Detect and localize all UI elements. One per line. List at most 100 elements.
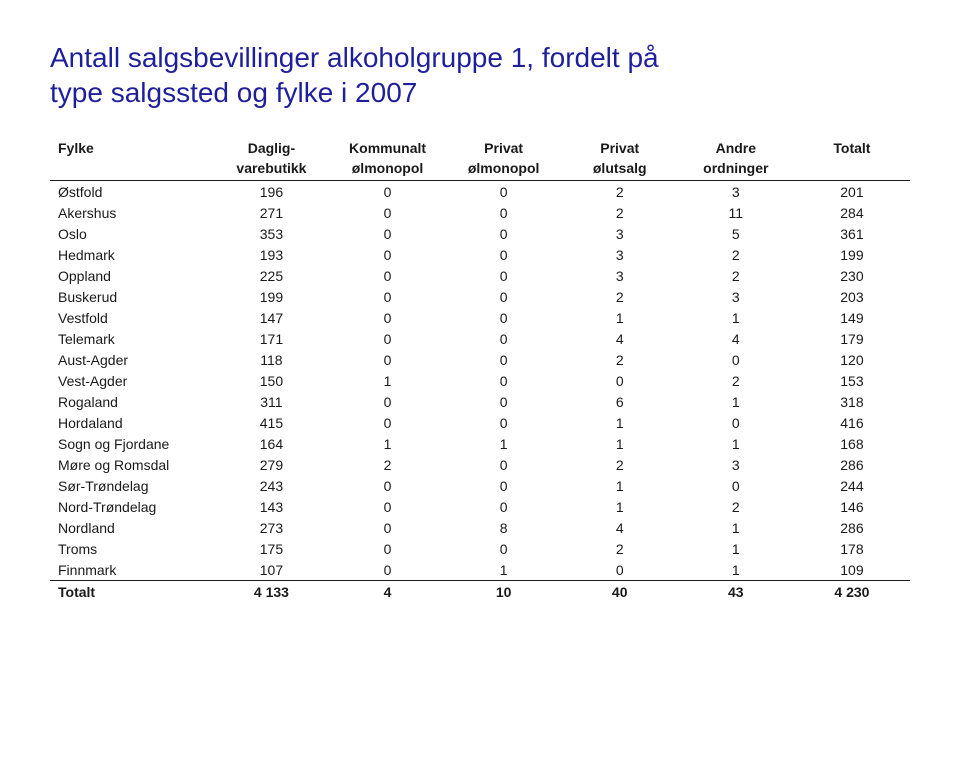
cell-value: 0 [446, 454, 562, 475]
cell-value: 0 [446, 391, 562, 412]
cell-value: 225 [213, 265, 329, 286]
cell-value: 279 [213, 454, 329, 475]
row-label: Sogn og Fjordane [50, 433, 213, 454]
column-header: Kommunalt [329, 138, 445, 158]
row-label: Oppland [50, 265, 213, 286]
column-subheader: ølutsalg [562, 158, 678, 181]
column-subheader: ølmonopol [446, 158, 562, 181]
cell-value: 109 [794, 559, 910, 581]
footer-value: 4 133 [213, 581, 329, 603]
cell-value: 0 [446, 349, 562, 370]
cell-value: 0 [329, 286, 445, 307]
table-row: Oppland2250032230 [50, 265, 910, 286]
cell-value: 6 [562, 391, 678, 412]
cell-value: 286 [794, 454, 910, 475]
footer-value: 10 [446, 581, 562, 603]
table-header-row-1: FylkeDaglig-KommunaltPrivatPrivatAndreTo… [50, 138, 910, 158]
row-label: Akershus [50, 202, 213, 223]
row-label: Telemark [50, 328, 213, 349]
cell-value: 1 [678, 559, 794, 581]
column-header: Fylke [50, 138, 213, 158]
row-label: Buskerud [50, 286, 213, 307]
cell-value: 107 [213, 559, 329, 581]
cell-value: 243 [213, 475, 329, 496]
cell-value: 0 [678, 475, 794, 496]
cell-value: 3 [562, 265, 678, 286]
row-label: Vestfold [50, 307, 213, 328]
cell-value: 0 [678, 412, 794, 433]
table-header: FylkeDaglig-KommunaltPrivatPrivatAndreTo… [50, 138, 910, 181]
cell-value: 1 [329, 370, 445, 391]
cell-value: 1 [446, 433, 562, 454]
table-row: Nord-Trøndelag1430012146 [50, 496, 910, 517]
table-row: Sogn og Fjordane1641111168 [50, 433, 910, 454]
table-row: Akershus27100211284 [50, 202, 910, 223]
row-label: Troms [50, 538, 213, 559]
cell-value: 0 [446, 244, 562, 265]
cell-value: 168 [794, 433, 910, 454]
cell-value: 271 [213, 202, 329, 223]
cell-value: 1 [446, 559, 562, 581]
footer-value: 4 [329, 581, 445, 603]
cell-value: 0 [329, 328, 445, 349]
cell-value: 2 [678, 370, 794, 391]
cell-value: 230 [794, 265, 910, 286]
cell-value: 0 [329, 475, 445, 496]
table-footer-row: Totalt4 13341040434 230 [50, 581, 910, 603]
cell-value: 1 [678, 307, 794, 328]
cell-value: 284 [794, 202, 910, 223]
cell-value: 0 [446, 265, 562, 286]
cell-value: 0 [446, 496, 562, 517]
column-subheader: varebutikk [213, 158, 329, 181]
cell-value: 0 [329, 307, 445, 328]
table-row: Oslo3530035361 [50, 223, 910, 244]
table-row: Finnmark1070101109 [50, 559, 910, 581]
cell-value: 0 [446, 412, 562, 433]
cell-value: 1 [562, 496, 678, 517]
cell-value: 2 [562, 538, 678, 559]
cell-value: 244 [794, 475, 910, 496]
cell-value: 146 [794, 496, 910, 517]
cell-value: 2 [678, 265, 794, 286]
cell-value: 4 [678, 328, 794, 349]
cell-value: 0 [329, 349, 445, 370]
table-header-row-2: varebutikkølmonopolølmonopolølutsalgordn… [50, 158, 910, 181]
page-title: Antall salgsbevillinger alkoholgruppe 1,… [50, 40, 910, 110]
cell-value: 1 [678, 433, 794, 454]
cell-value: 0 [329, 559, 445, 581]
cell-value: 201 [794, 181, 910, 203]
row-label: Aust-Agder [50, 349, 213, 370]
table-row: Hedmark1930032199 [50, 244, 910, 265]
cell-value: 2 [562, 349, 678, 370]
cell-value: 149 [794, 307, 910, 328]
cell-value: 120 [794, 349, 910, 370]
cell-value: 175 [213, 538, 329, 559]
cell-value: 199 [794, 244, 910, 265]
cell-value: 8 [446, 517, 562, 538]
row-label: Rogaland [50, 391, 213, 412]
cell-value: 0 [446, 286, 562, 307]
cell-value: 178 [794, 538, 910, 559]
cell-value: 0 [678, 349, 794, 370]
cell-value: 0 [329, 202, 445, 223]
cell-value: 0 [329, 391, 445, 412]
table-row: Møre og Romsdal2792023286 [50, 454, 910, 475]
table-row: Vestfold1470011149 [50, 307, 910, 328]
row-label: Finnmark [50, 559, 213, 581]
cell-value: 199 [213, 286, 329, 307]
column-subheader [50, 158, 213, 181]
cell-value: 0 [446, 475, 562, 496]
cell-value: 0 [329, 412, 445, 433]
cell-value: 1 [678, 538, 794, 559]
cell-value: 1 [562, 475, 678, 496]
cell-value: 171 [213, 328, 329, 349]
cell-value: 3 [678, 286, 794, 307]
cell-value: 5 [678, 223, 794, 244]
cell-value: 415 [213, 412, 329, 433]
table-row: Østfold1960023201 [50, 181, 910, 203]
row-label: Hordaland [50, 412, 213, 433]
table-row: Nordland2730841286 [50, 517, 910, 538]
footer-value: 40 [562, 581, 678, 603]
cell-value: 0 [329, 265, 445, 286]
cell-value: 0 [446, 181, 562, 203]
